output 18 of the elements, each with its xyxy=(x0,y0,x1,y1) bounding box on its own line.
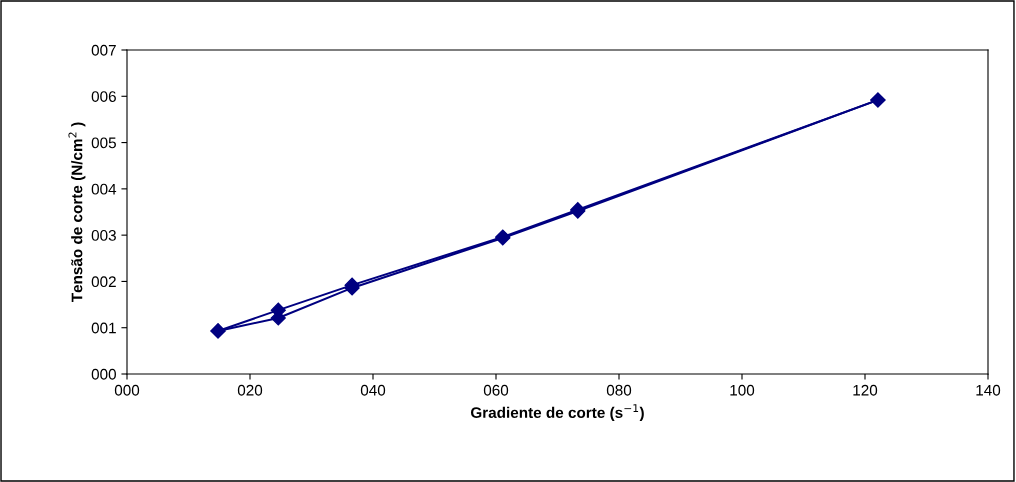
x-tick-label: 040 xyxy=(360,384,386,396)
y-tick-label: 003 xyxy=(91,230,116,241)
y-tick-label: 005 xyxy=(91,137,116,149)
x-tick-label: 080 xyxy=(606,384,632,396)
y-tick-label: 000 xyxy=(91,368,116,380)
x-tick-label: 140 xyxy=(976,384,1001,396)
y-tick-label: 001 xyxy=(91,322,116,334)
x-tick-label: 060 xyxy=(483,384,509,396)
x-tick-label: 020 xyxy=(237,384,263,396)
x-tick-label: 100 xyxy=(730,384,755,396)
y-tick-label: 004 xyxy=(91,183,117,195)
x-axis-title: Gradiente de corte (s$^{−1}$) xyxy=(470,404,644,422)
y-axis-title: Tensão de corte (N/cm$^{2}$ ) xyxy=(68,122,86,303)
y-tick-label: 006 xyxy=(91,91,116,102)
y-tick-label: 002 xyxy=(91,276,116,288)
y-tick-label: 007 xyxy=(91,44,116,56)
x-tick-label: 120 xyxy=(853,384,878,396)
x-tick-label: 000 xyxy=(114,384,140,396)
